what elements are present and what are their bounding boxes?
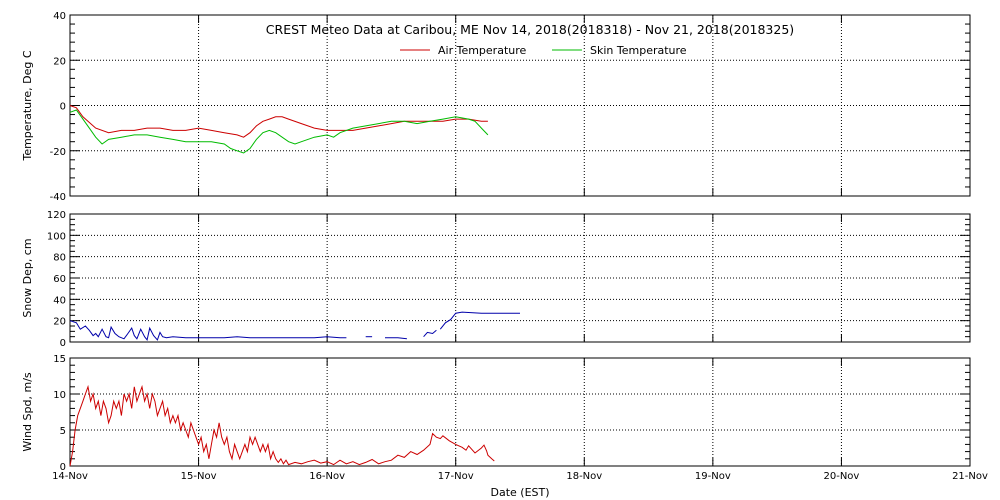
snow-depth-series-line — [423, 329, 437, 338]
temperature-series-line — [69, 109, 489, 154]
wind-speed-frame — [69, 357, 971, 467]
snow-depth-ytick-label: 100 — [47, 231, 66, 242]
wind-speed-y-axis-label: Wind Spd, m/s — [21, 372, 34, 452]
snow-depth-ytick-label: 0 — [60, 338, 66, 349]
x-tick-label: 21-Nov — [952, 471, 988, 482]
snow-depth-series-line — [69, 320, 347, 342]
x-axis-label: Date (EST) — [490, 486, 549, 499]
temperature-panel: -40 -20 0 20 40 Temperature, Deg C — [21, 11, 971, 203]
x-tick-label: 18-Nov — [566, 471, 602, 482]
x-tick-label: 19-Nov — [695, 471, 731, 482]
wind-speed-panel: 0 5 10 15 Wind Spd, m/s 14-Nov 15-Nov 16-Nov 17-… — [21, 354, 988, 482]
temperature-y-axis-label: Temperature, Deg C — [21, 50, 34, 161]
temperature-ytick-label: 0 — [60, 102, 66, 113]
temperature-ytick-label: 40 — [53, 11, 66, 22]
x-tick-label: 20-Nov — [823, 471, 859, 482]
snow-depth-ytick-label: 20 — [53, 317, 66, 328]
wind-speed-ytick-label: 10 — [53, 390, 66, 401]
x-tick-label: 15-Nov — [181, 471, 217, 482]
x-tick-label: 17-Nov — [438, 471, 474, 482]
snow-depth-ytick-label: 40 — [53, 295, 66, 306]
wind-speed-series-line — [69, 384, 495, 467]
chart-title: CREST Meteo Data at Caribou, ME Nov 14, … — [266, 22, 794, 37]
snow-depth-y-axis-label: Snow Dep, cm — [21, 238, 34, 317]
snow-depth-ytick-label: 60 — [53, 274, 66, 285]
snow-depth-ytick-label: 120 — [47, 210, 66, 221]
legend-label-skin-temperature: Skin Temperature — [590, 44, 687, 57]
snow-depth-series-line — [439, 311, 520, 330]
legend: Air Temperature Skin Temperature — [400, 44, 687, 57]
temperature-ytick-label: 20 — [53, 56, 66, 67]
wind-speed-ytick-label: 0 — [60, 462, 66, 473]
wind-speed-ytick-label: 15 — [53, 354, 66, 365]
wind-speed-ytick-label: 5 — [60, 426, 66, 437]
snow-depth-panel: 0 20 40 60 80 100 120 Snow Dep, cm — [21, 210, 971, 349]
temperature-ytick-label: -40 — [50, 192, 66, 203]
x-tick-label: 14-Nov — [52, 471, 88, 482]
legend-label-air-temperature: Air Temperature — [438, 44, 527, 57]
snow-depth-series-line — [385, 337, 407, 340]
snow-depth-ytick-label: 80 — [53, 253, 66, 264]
x-tick-label: 16-Nov — [309, 471, 345, 482]
temperature-series-line — [69, 105, 488, 138]
temperature-ytick-label: -20 — [50, 147, 66, 158]
